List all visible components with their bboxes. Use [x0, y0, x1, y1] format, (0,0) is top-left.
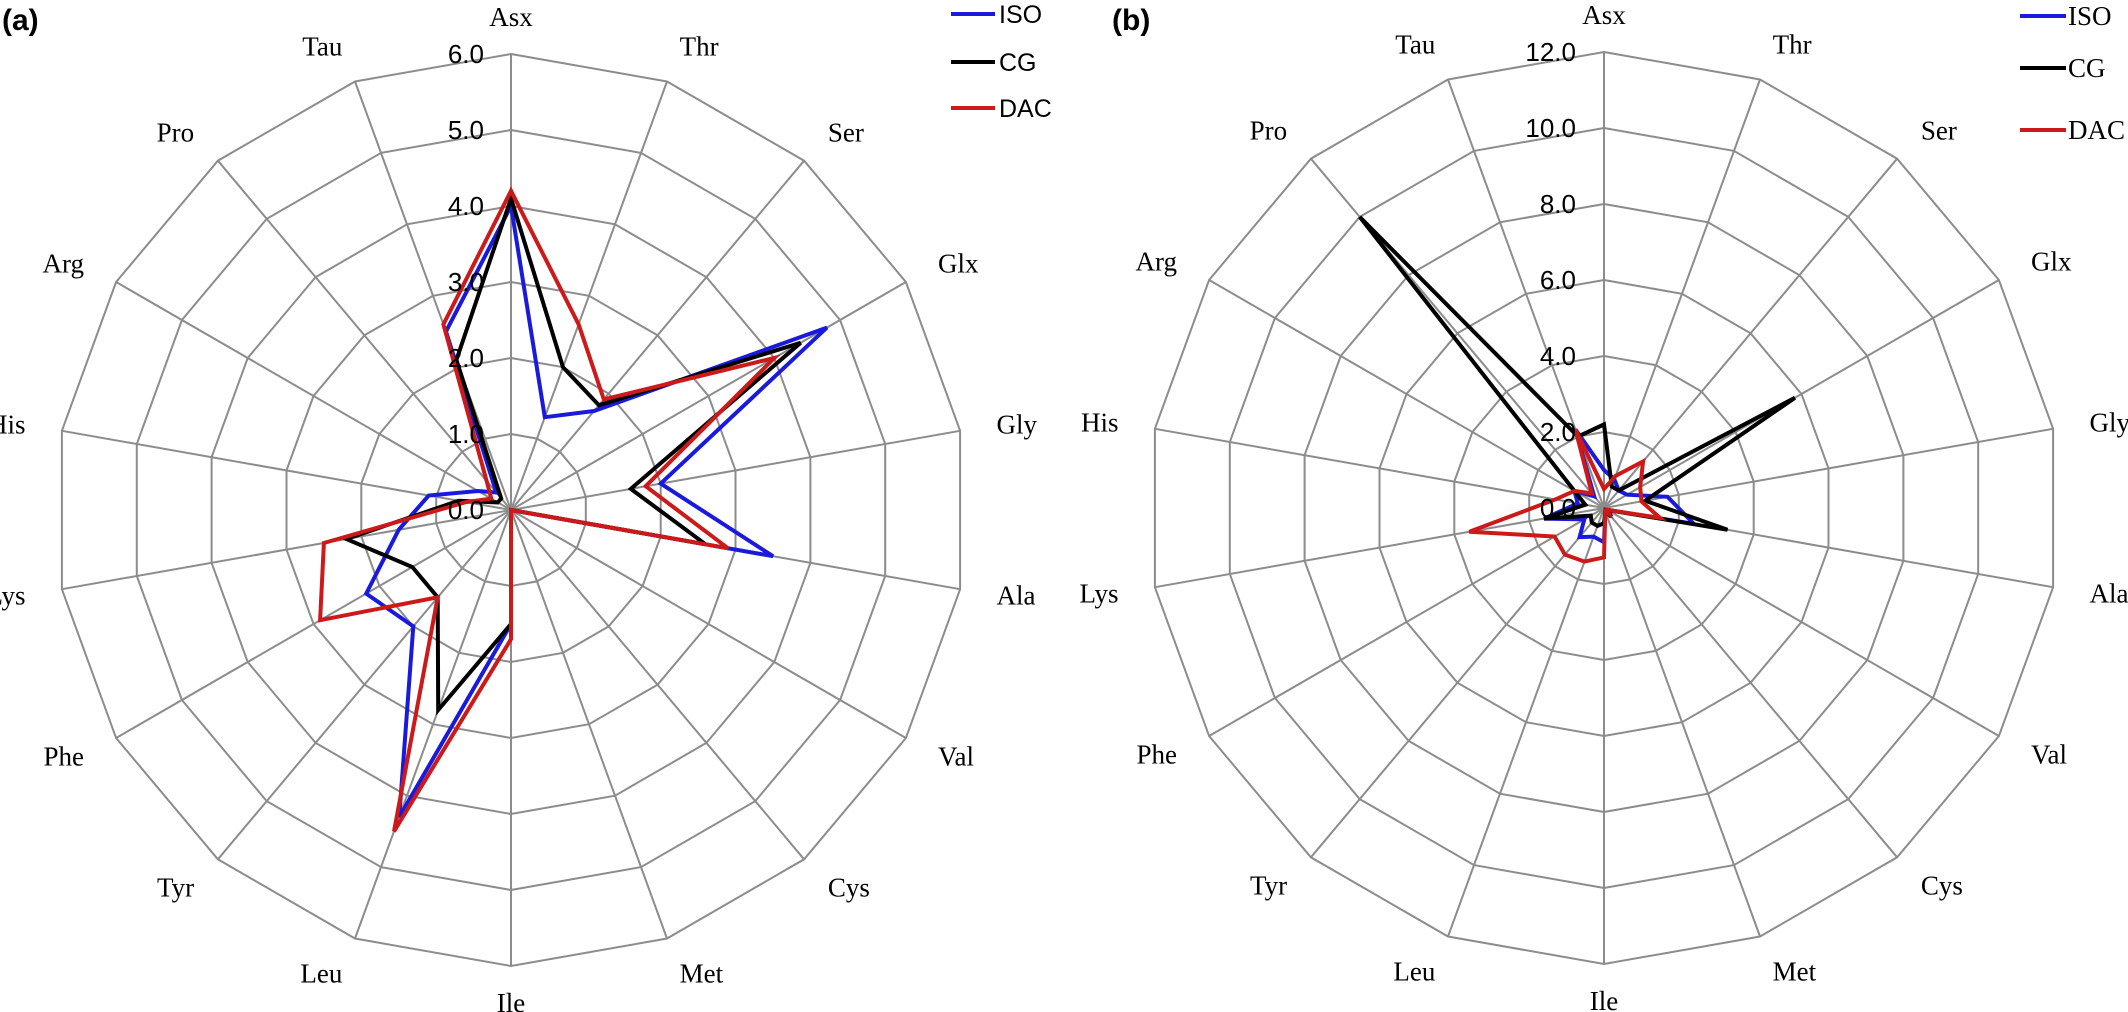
series-dac-line: [317, 186, 781, 833]
tick-label: 5.0: [448, 115, 484, 145]
spoke-tau: [354, 81, 512, 511]
category-label-val: Val: [2031, 740, 2067, 770]
spoke-cys: [1603, 507, 1898, 858]
category-label-tau: Tau: [1395, 30, 1436, 60]
category-label-asx: Asx: [489, 2, 533, 32]
category-label-lys: Lys: [0, 581, 26, 611]
legend-label-iso: ISO: [999, 1, 1042, 29]
spoke-thr: [510, 81, 668, 511]
tick-label: 6.0: [448, 39, 484, 69]
category-label-tau: Tau: [302, 32, 343, 62]
category-label-his: His: [0, 409, 26, 439]
tick-label: 8.0: [1540, 189, 1576, 219]
spoke-met: [510, 509, 668, 939]
spoke-arg: [115, 281, 512, 511]
category-label-cys: Cys: [828, 873, 870, 903]
legend-label-dac: DAC: [999, 95, 1052, 123]
category-label-ala: Ala: [2090, 579, 2128, 609]
spoke-gly: [1603, 427, 2054, 509]
category-label-met: Met: [680, 958, 724, 988]
spoke-tyr: [1310, 507, 1605, 858]
spoke-tyr: [217, 509, 512, 860]
category-label-phe: Phe: [1137, 740, 1178, 770]
category-label-phe: Phe: [44, 742, 85, 772]
spoke-glx: [510, 281, 907, 511]
category-label-ile: Ile: [497, 988, 525, 1012]
legend-label-iso: ISO: [2068, 1, 2112, 31]
category-label-thr: Thr: [680, 32, 719, 62]
spoke-ser: [1603, 158, 1898, 509]
tick-label: 2.0: [448, 343, 484, 373]
category-label-gly: Gly: [2090, 407, 2128, 437]
category-label-tyr: Tyr: [1250, 871, 1287, 901]
category-label-cys: Cys: [1921, 871, 1963, 901]
category-label-asx: Asx: [1582, 0, 1626, 30]
spoke-phe: [115, 509, 512, 739]
series-iso-line: [363, 199, 829, 819]
category-label-glx: Glx: [938, 249, 979, 279]
tick-label: 1.0: [448, 419, 484, 449]
tick-label: 2.0: [1540, 417, 1576, 447]
category-label-his: His: [1081, 407, 1119, 437]
tick-label: 0.0: [1540, 493, 1576, 523]
spoke-lys: [61, 509, 512, 591]
legend: ISO CG DAC: [2020, 1, 2125, 145]
category-label-thr: Thr: [1773, 30, 1812, 60]
spoke-phe: [1208, 507, 1605, 737]
legend-label-cg: CG: [2068, 53, 2106, 83]
spoke-val: [510, 509, 907, 739]
category-label-arg: Arg: [1135, 247, 1177, 277]
panel-label: (a): [2, 4, 39, 37]
spoke-arg: [1208, 279, 1605, 509]
category-label-gly: Gly: [997, 409, 1038, 439]
category-label-glx: Glx: [2031, 247, 2072, 277]
legend-label-dac: DAC: [2068, 115, 2125, 145]
spoke-pro: [217, 160, 512, 511]
legend-label-cg: CG: [999, 49, 1037, 77]
category-label-arg: Arg: [42, 249, 84, 279]
spoke-cys: [510, 509, 805, 860]
tick-label: 0.0: [448, 495, 484, 525]
category-label-lys: Lys: [1079, 579, 1118, 609]
tick-label: 4.0: [1540, 341, 1576, 371]
spoke-lys: [1154, 507, 1605, 589]
spoke-his: [1154, 427, 1605, 509]
category-label-ser: Ser: [1921, 115, 1957, 145]
category-label-pro: Pro: [1250, 115, 1288, 145]
category-label-tyr: Tyr: [157, 873, 194, 903]
category-label-leu: Leu: [300, 958, 342, 988]
spoke-leu: [354, 509, 512, 939]
tick-label: 3.0: [448, 267, 484, 297]
panel-label: (b): [1112, 4, 1150, 37]
tick-label: 6.0: [1540, 265, 1576, 295]
tick-label: 10.0: [1525, 113, 1576, 143]
legend: ISO CG DAC: [951, 1, 1052, 123]
category-label-pro: Pro: [157, 117, 195, 147]
category-label-ser: Ser: [828, 117, 864, 147]
spoke-glx: [1603, 279, 2000, 509]
spoke-ser: [510, 160, 805, 511]
tick-label: 4.0: [448, 191, 484, 221]
series-dac-line: [1468, 428, 1667, 564]
category-label-ile: Ile: [1590, 986, 1618, 1012]
category-label-met: Met: [1773, 956, 1817, 986]
series-cg-line: [340, 191, 802, 716]
category-label-ala: Ala: [997, 581, 1036, 611]
category-label-val: Val: [938, 742, 974, 772]
spoke-met: [1603, 507, 1761, 937]
spoke-leu: [1447, 507, 1605, 937]
spoke-thr: [1603, 79, 1761, 509]
tick-label: 12.0: [1525, 37, 1576, 67]
spoke-val: [1603, 507, 2000, 737]
spoke-gly: [510, 429, 961, 511]
category-label-leu: Leu: [1393, 956, 1435, 986]
